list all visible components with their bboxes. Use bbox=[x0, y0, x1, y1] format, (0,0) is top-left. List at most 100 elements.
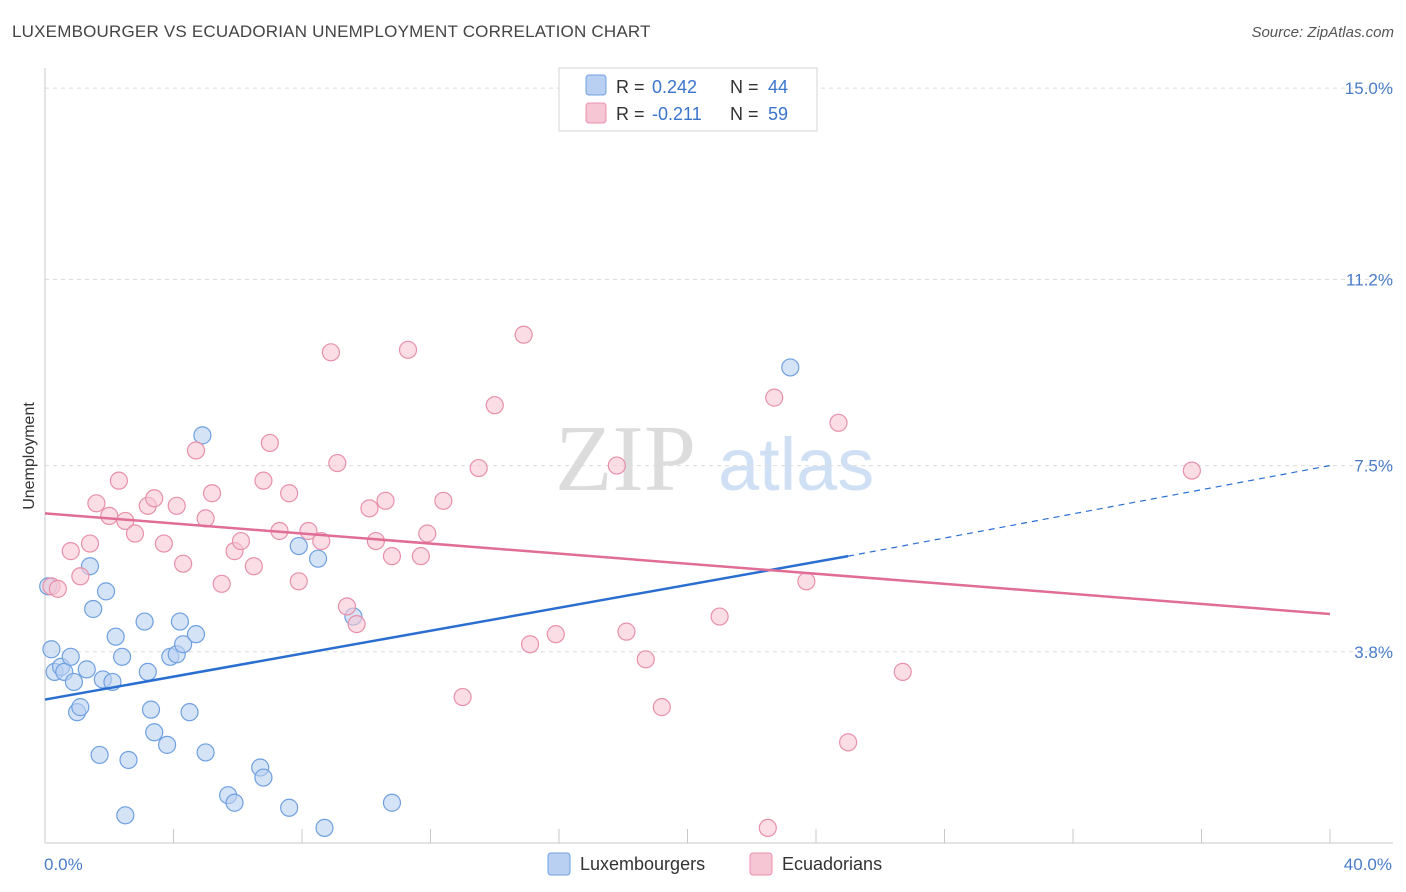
y-tick-label: 15.0% bbox=[1345, 79, 1393, 98]
ecuadorians-point bbox=[520, 635, 540, 654]
luxembourgers-point bbox=[135, 612, 154, 631]
ecuadorians-trend-line bbox=[44, 512, 1331, 616]
ecuadorians-points bbox=[42, 325, 1201, 838]
luxembourgers-point bbox=[84, 599, 103, 619]
watermark-atlas: atlas bbox=[718, 423, 874, 506]
ecuadorians-point bbox=[797, 572, 816, 591]
ecuadorians-point bbox=[514, 325, 533, 344]
luxembourgers-point bbox=[71, 698, 90, 717]
luxembourgers-trend-extension bbox=[848, 464, 1331, 557]
ecuadorians-point bbox=[167, 496, 186, 515]
ecuadorians-point bbox=[337, 597, 357, 616]
bottom-legend-label-luxembourgers: Luxembourgers bbox=[580, 854, 705, 874]
luxembourgers-point bbox=[196, 743, 215, 762]
ecuadorians-point bbox=[829, 413, 848, 432]
ecuadorians-point bbox=[418, 524, 437, 543]
ecuadorians-point bbox=[758, 818, 777, 838]
legend-n-value-2: 59 bbox=[768, 104, 788, 124]
bottom-legend: Luxembourgers Ecuadorians bbox=[547, 852, 882, 876]
ecuadorians-point bbox=[186, 441, 206, 460]
ecuadorians-point bbox=[366, 531, 385, 551]
ecuadorians-point bbox=[893, 662, 912, 681]
ecuadorians-point bbox=[80, 534, 100, 553]
legend-swatch-ecuadorians bbox=[585, 102, 607, 124]
luxembourgers-point bbox=[174, 635, 193, 654]
ecuadorians-point bbox=[260, 433, 279, 453]
ecuadorians-point bbox=[109, 471, 128, 490]
luxembourgers-point bbox=[138, 662, 157, 681]
ecuadorians-point bbox=[145, 489, 164, 508]
bottom-legend-label-ecuadorians: Ecuadorians bbox=[782, 854, 882, 874]
ecuadorians-point bbox=[607, 456, 626, 475]
zipatlas-watermark: ZIP atlas bbox=[555, 407, 874, 511]
ecuadorians-point bbox=[376, 491, 395, 510]
luxembourgers-point bbox=[308, 549, 328, 568]
luxembourgers-trend-line bbox=[44, 554, 849, 701]
luxembourgers-point bbox=[77, 660, 96, 679]
ecuadorians-point bbox=[485, 396, 504, 415]
luxembourgers-point bbox=[157, 735, 177, 754]
ecuadorians-point bbox=[617, 622, 636, 641]
luxembourgers-point bbox=[64, 672, 84, 692]
luxembourgers-point bbox=[145, 723, 164, 742]
stats-legend: R = 0.242 N = 44 R = -0.211 N = 59 bbox=[558, 67, 818, 132]
ecuadorians-point bbox=[382, 547, 402, 566]
bottom-legend-swatch-luxembourgers bbox=[547, 852, 571, 876]
source-label: Source: ZipAtlas.com bbox=[1251, 24, 1394, 41]
ecuadorians-point bbox=[765, 388, 784, 407]
legend-r-value-2: -0.211 bbox=[652, 104, 702, 124]
luxembourgers-point bbox=[61, 647, 80, 666]
luxembourgers-point bbox=[112, 647, 132, 666]
ecuadorians-point bbox=[125, 524, 145, 543]
bottom-legend-swatch-ecuadorians bbox=[749, 852, 773, 876]
ecuadorians-point bbox=[212, 574, 231, 593]
chart-title: LUXEMBOURGER VS ECUADORIAN UNEMPLOYMENT … bbox=[12, 22, 651, 41]
ecuadorians-point bbox=[244, 557, 263, 576]
luxembourgers-point bbox=[119, 750, 138, 770]
x-tick-label-max: 40.0% bbox=[1344, 855, 1392, 874]
luxembourgers-point bbox=[781, 358, 800, 377]
ecuadorians-point bbox=[398, 340, 418, 359]
legend-r-label-1: R = bbox=[616, 77, 650, 97]
y-tick-label: 7.5% bbox=[1354, 457, 1393, 476]
luxembourgers-point bbox=[225, 793, 244, 812]
luxembourgers-point bbox=[141, 700, 161, 719]
ecuadorians-point bbox=[347, 614, 366, 634]
ecuadorians-point bbox=[321, 343, 341, 362]
luxembourgers-point bbox=[280, 798, 299, 817]
ecuadorians-point bbox=[710, 607, 729, 626]
legend-n-value-1: 44 bbox=[768, 77, 788, 97]
legend-r-label-2: R = bbox=[616, 104, 650, 124]
luxembourgers-point bbox=[106, 627, 125, 646]
luxembourgers-point bbox=[315, 818, 334, 838]
luxembourgers-point bbox=[186, 625, 206, 644]
legend-r-value-1: 0.242 bbox=[652, 77, 697, 97]
ecuadorians-point bbox=[231, 531, 251, 551]
luxembourgers-point bbox=[193, 426, 212, 445]
luxembourgers-point bbox=[382, 793, 402, 812]
y-axis-label: Unemployment bbox=[21, 402, 38, 510]
x-tick-label-min: 0.0% bbox=[44, 855, 83, 874]
luxembourgers-point bbox=[170, 612, 190, 631]
ecuadorians-point bbox=[254, 471, 273, 490]
ecuadorians-point bbox=[61, 542, 80, 561]
ecuadorians-point bbox=[280, 484, 299, 503]
ecuadorians-point bbox=[71, 567, 90, 586]
watermark-zip: ZIP bbox=[555, 407, 696, 511]
ecuadorians-point bbox=[434, 491, 453, 510]
ecuadorians-point bbox=[469, 458, 488, 478]
legend-n-label-1: N = bbox=[730, 77, 764, 97]
ecuadorians-point bbox=[328, 453, 347, 473]
gridlines bbox=[45, 87, 1393, 653]
ecuadorians-point bbox=[839, 733, 858, 752]
legend-n-label-2: N = bbox=[730, 104, 764, 124]
ecuadorians-point bbox=[100, 506, 119, 525]
y-tick-label: 11.2% bbox=[1346, 270, 1393, 289]
ecuadorians-point bbox=[546, 625, 565, 644]
luxembourgers-point bbox=[289, 536, 308, 556]
luxembourgers-point bbox=[116, 806, 135, 825]
trend-lines bbox=[44, 464, 1331, 701]
luxembourgers-point bbox=[42, 640, 61, 659]
ecuadorians-point bbox=[312, 531, 331, 551]
